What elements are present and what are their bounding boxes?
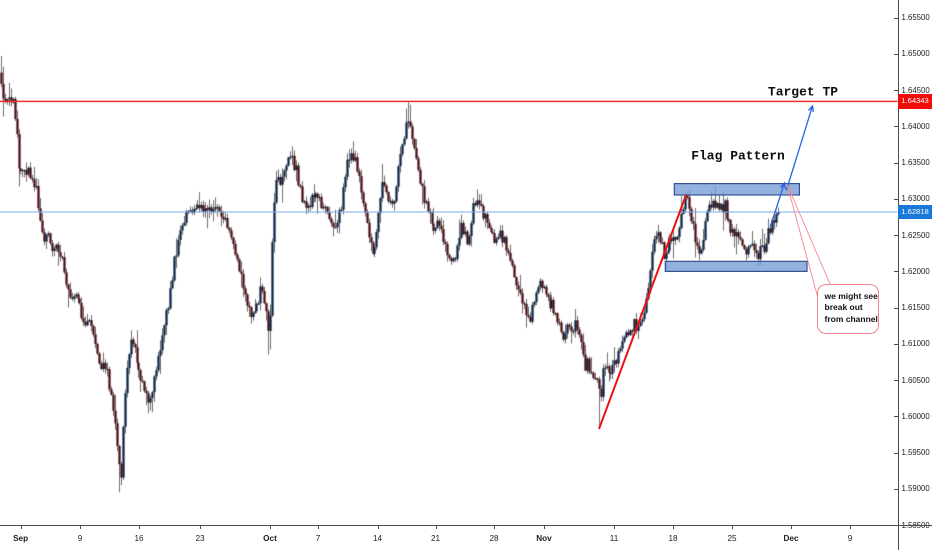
price-tick	[893, 126, 898, 128]
price-tick-label: 1.61000	[901, 339, 930, 349]
time-tick	[20, 526, 22, 529]
price-tick	[893, 416, 898, 418]
time-tick	[673, 526, 674, 529]
time-tick-label: 28	[489, 534, 499, 543]
time-tick	[139, 526, 140, 529]
time-tick-label: 11	[609, 534, 619, 543]
price-tick	[893, 488, 898, 490]
price-tick	[893, 53, 898, 55]
time-tick-label: 9	[77, 534, 83, 543]
price-tick	[893, 380, 898, 381]
price-tick	[893, 307, 898, 309]
price-tick-label: 1.65000	[901, 49, 930, 59]
time-tick-label: 7	[315, 534, 321, 543]
price-tick	[893, 162, 898, 164]
time-tick	[435, 526, 437, 529]
time-tick	[614, 526, 615, 529]
price-tick-label: 1.64000	[901, 121, 930, 131]
current-price-value: 1.62818	[901, 206, 929, 216]
time-tick	[200, 526, 201, 529]
target-price-badge: 1.64343	[898, 93, 932, 109]
time-tick-label: 18	[668, 534, 678, 543]
time-tick	[377, 526, 379, 529]
time-tick-label: 21	[430, 534, 441, 543]
time-tick	[80, 526, 81, 529]
time-tick	[318, 526, 319, 529]
current-price-badge: 1.62818	[898, 204, 932, 219]
price-tick-label: 1.64500	[901, 85, 930, 95]
time-tick-label: Oct	[263, 534, 277, 543]
price-tick-label: 1.62000	[901, 266, 930, 276]
callout-line-3: from channel	[824, 313, 878, 324]
price-tick	[893, 452, 898, 454]
price-tick-label: 1.61500	[901, 303, 930, 312]
price-tick-label: 1.60000	[901, 411, 930, 421]
time-tick-label: 23	[195, 534, 205, 543]
price-tick-label: 1.63500	[901, 158, 930, 167]
price-tick	[893, 90, 898, 91]
price-tick-label: 1.65500	[901, 13, 930, 22]
callout-line-1: we might see	[824, 290, 878, 301]
time-axis-line	[0, 525, 932, 526]
price-tick-label: 1.59500	[901, 448, 930, 457]
time-tick	[791, 526, 792, 529]
flag-pattern-label[interactable]: Flag Pattern	[691, 148, 785, 164]
time-tick	[732, 526, 733, 529]
time-tick	[494, 526, 495, 529]
time-tick-label: Nov	[536, 534, 552, 543]
target-tp-label[interactable]: Target TP	[767, 84, 839, 99]
callout-line-2: break out	[824, 302, 863, 312]
price-tick-label: 1.63000	[901, 194, 930, 204]
price-tick	[893, 271, 898, 273]
price-tick	[893, 235, 898, 236]
breakout-callout[interactable]: we might see break out from channel	[816, 283, 879, 334]
price-tick-label: 1.60500	[901, 375, 930, 385]
price-axis-line	[897, 0, 899, 550]
time-tick-label: Sep	[13, 534, 29, 543]
target-price-value: 1.64343	[901, 96, 929, 106]
time-tick	[544, 526, 545, 529]
price-tick	[893, 343, 898, 345]
time-tick-label: Dec	[783, 534, 799, 543]
price-tick	[893, 17, 898, 19]
time-tick	[270, 526, 271, 529]
time-tick-label: 14	[372, 534, 383, 543]
price-tick-label: 1.59000	[901, 484, 930, 494]
time-tick-label: 25	[727, 534, 737, 543]
time-tick	[850, 526, 851, 529]
price-tick-label: 1.62500	[901, 230, 930, 240]
time-tick-label: 9	[847, 534, 853, 543]
time-tick-label: 16	[134, 534, 144, 543]
price-tick	[893, 198, 898, 200]
